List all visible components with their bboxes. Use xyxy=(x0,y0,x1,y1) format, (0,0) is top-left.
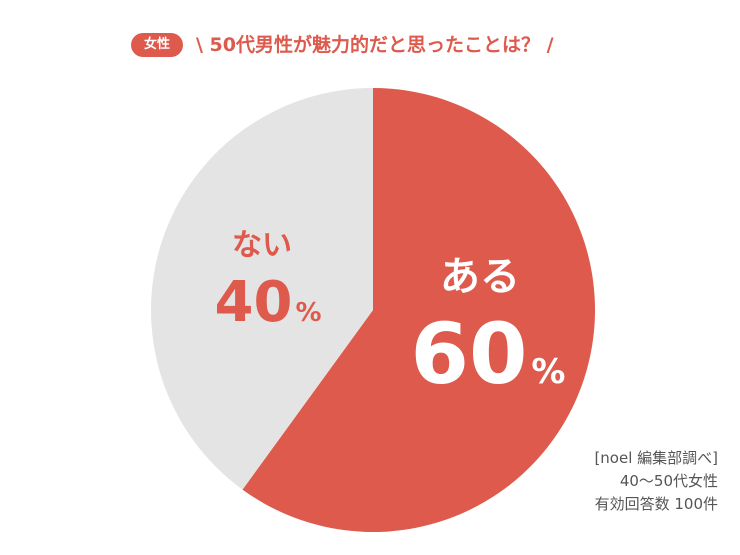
slice-label-nai: ない xyxy=(232,228,292,263)
pie-slice-aru xyxy=(242,88,596,532)
slice-value-aru-unit: % xyxy=(531,352,565,392)
source-line-3: 有効回答数 100件 xyxy=(594,495,718,513)
source-note: [noel 編集部調べ] 40〜50代女性 有効回答数 100件 xyxy=(594,447,718,516)
source-line-2: 40〜50代女性 xyxy=(619,472,718,490)
chart-header: 女性 \ 50代男性が魅力的だと思ったことは？ / xyxy=(0,30,740,62)
slice-value-nai: 40% xyxy=(215,270,322,335)
slice-label-aru: ある xyxy=(440,254,520,300)
slice-value-aru: 60% xyxy=(411,305,566,403)
slice-value-aru-number: 60 xyxy=(411,305,528,403)
slice-value-nai-number: 40 xyxy=(215,270,293,335)
pie-slice-nai xyxy=(151,88,373,490)
gender-badge: 女性 xyxy=(131,33,183,57)
chart-title: \ 50代男性が魅力的だと思ったことは？ / xyxy=(196,34,554,56)
slice-value-nai-unit: % xyxy=(295,298,321,328)
source-line-1: [noel 編集部調べ] xyxy=(594,449,718,467)
